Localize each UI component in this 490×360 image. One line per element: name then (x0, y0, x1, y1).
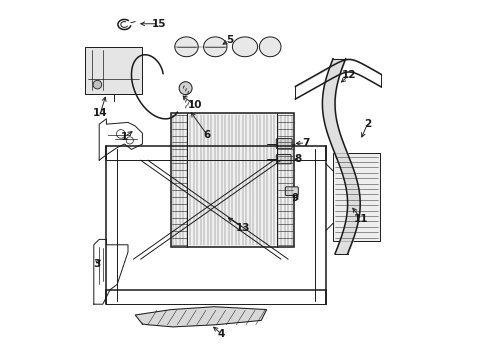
FancyBboxPatch shape (276, 139, 292, 149)
Text: 4: 4 (218, 329, 225, 339)
Ellipse shape (259, 37, 281, 57)
Ellipse shape (232, 37, 258, 57)
Text: 10: 10 (187, 100, 202, 111)
Text: 12: 12 (342, 70, 357, 80)
Text: 13: 13 (236, 222, 250, 233)
Polygon shape (135, 307, 267, 327)
Bar (171, 113, 294, 247)
Ellipse shape (204, 37, 227, 57)
Text: 1: 1 (121, 132, 128, 142)
Text: 9: 9 (292, 193, 299, 203)
FancyBboxPatch shape (276, 154, 291, 164)
Bar (333, 153, 380, 241)
Bar (85, 47, 143, 94)
Text: 2: 2 (364, 119, 371, 129)
Circle shape (93, 80, 102, 89)
Text: 14: 14 (93, 108, 108, 118)
FancyBboxPatch shape (285, 187, 298, 195)
Text: 3: 3 (93, 258, 100, 269)
Ellipse shape (175, 37, 198, 57)
Text: 15: 15 (151, 19, 166, 29)
Text: 7: 7 (302, 138, 309, 148)
Text: 5: 5 (226, 35, 233, 45)
Text: 11: 11 (354, 213, 368, 224)
Text: 8: 8 (294, 154, 302, 164)
Text: 6: 6 (203, 130, 211, 140)
Circle shape (179, 82, 192, 95)
